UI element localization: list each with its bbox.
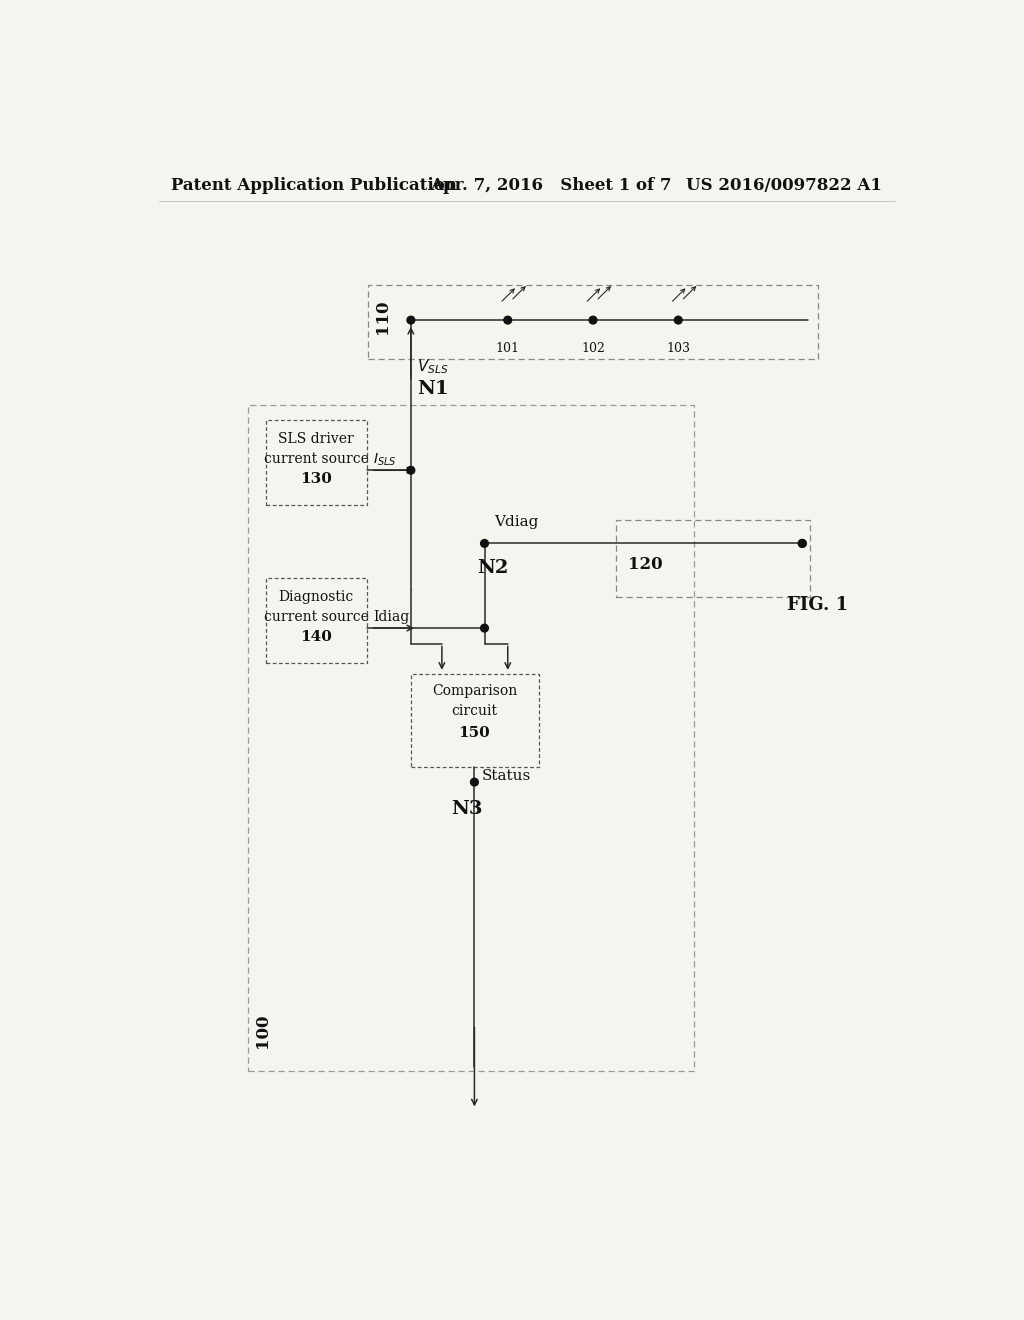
Text: 110: 110 (375, 300, 391, 334)
Text: FIG. 1: FIG. 1 (787, 597, 848, 614)
Text: N3: N3 (452, 800, 482, 818)
Text: 120: 120 (628, 557, 663, 573)
Circle shape (504, 317, 512, 323)
Bar (369, 285, 818, 359)
Circle shape (407, 317, 415, 323)
Text: N2: N2 (477, 560, 508, 577)
Text: Vdiag: Vdiag (494, 515, 539, 529)
Circle shape (480, 624, 488, 632)
Circle shape (480, 540, 488, 548)
Text: Apr. 7, 2016   Sheet 1 of 7: Apr. 7, 2016 Sheet 1 of 7 (430, 177, 672, 194)
Text: Patent Application Publication: Patent Application Publication (171, 177, 457, 194)
Text: current source: current source (264, 610, 369, 623)
Text: N1: N1 (417, 380, 449, 399)
Text: Status: Status (482, 770, 531, 783)
Text: 100: 100 (254, 1014, 271, 1048)
Text: 101: 101 (496, 342, 520, 355)
Bar (248, 405, 693, 1071)
Text: US 2016/0097822 A1: US 2016/0097822 A1 (686, 177, 882, 194)
Bar (616, 520, 810, 598)
Text: 103: 103 (667, 342, 690, 355)
Circle shape (799, 540, 806, 548)
Circle shape (471, 779, 478, 785)
Text: Diagnostic: Diagnostic (279, 590, 354, 605)
Circle shape (407, 466, 415, 474)
Text: Comparison: Comparison (432, 684, 517, 698)
Circle shape (675, 317, 682, 323)
Circle shape (799, 540, 806, 548)
Text: $I_{SLS}$: $I_{SLS}$ (373, 451, 396, 467)
Text: 130: 130 (300, 473, 332, 487)
Bar (266, 420, 367, 506)
Bar (266, 578, 367, 663)
Text: circuit: circuit (452, 705, 498, 718)
Text: 140: 140 (300, 631, 332, 644)
Text: SLS driver: SLS driver (279, 433, 354, 446)
Bar (411, 675, 539, 767)
Text: Idiag: Idiag (373, 610, 410, 624)
Text: 102: 102 (581, 342, 605, 355)
Text: current source: current source (264, 451, 369, 466)
Text: 150: 150 (459, 726, 490, 739)
Circle shape (589, 317, 597, 323)
Text: $V_{SLS}$: $V_{SLS}$ (417, 356, 449, 376)
